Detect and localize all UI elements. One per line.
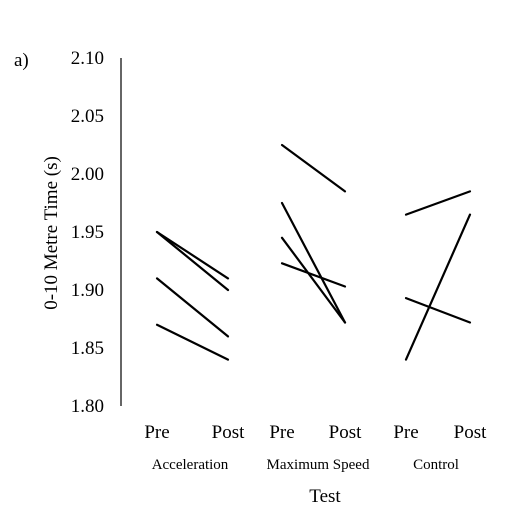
x-tick-label: Pre: [393, 422, 418, 443]
y-axis-title: 0-10 Metre Time (s): [41, 156, 62, 310]
series-line: [155, 230, 230, 292]
x-tick-label: Post: [454, 422, 487, 443]
series-line: [155, 277, 230, 338]
y-tick-label: 1.90: [71, 280, 104, 301]
x-tick-label: Pre: [144, 422, 169, 443]
y-tick-label: 1.80: [71, 396, 104, 417]
panel-label: a): [14, 50, 29, 71]
y-tick-label: 2.10: [71, 48, 104, 69]
series-line: [404, 213, 472, 361]
series-line: [280, 262, 347, 288]
series-line: [155, 230, 230, 280]
series-line: [280, 236, 347, 324]
y-tick-label: 1.95: [71, 222, 104, 243]
series-line: [280, 143, 347, 193]
group-labels: Acceleration Maximum Speed Control: [152, 457, 459, 473]
x-axis-title: Test: [309, 486, 341, 507]
y-tick-labels: 1.80 1.85 1.90 1.95 2.00 2.05 2.10: [71, 48, 104, 417]
series-line: [404, 190, 472, 216]
x-tick-label: Pre: [269, 422, 294, 443]
y-tick-label: 2.00: [71, 164, 104, 185]
group-label: Acceleration: [152, 457, 229, 473]
group-label: Control: [413, 457, 459, 473]
series-lines: [155, 143, 472, 361]
y-tick-label: 1.85: [71, 338, 104, 359]
x-tick-labels: Pre Post Pre Post Pre Post: [144, 422, 487, 443]
y-tick-label: 2.05: [71, 106, 104, 127]
x-tick-label: Post: [329, 422, 362, 443]
series-line: [280, 201, 347, 324]
series-line: [155, 323, 230, 361]
x-tick-label: Post: [212, 422, 245, 443]
series-line: [404, 297, 472, 324]
group-label: Maximum Speed: [267, 457, 370, 473]
